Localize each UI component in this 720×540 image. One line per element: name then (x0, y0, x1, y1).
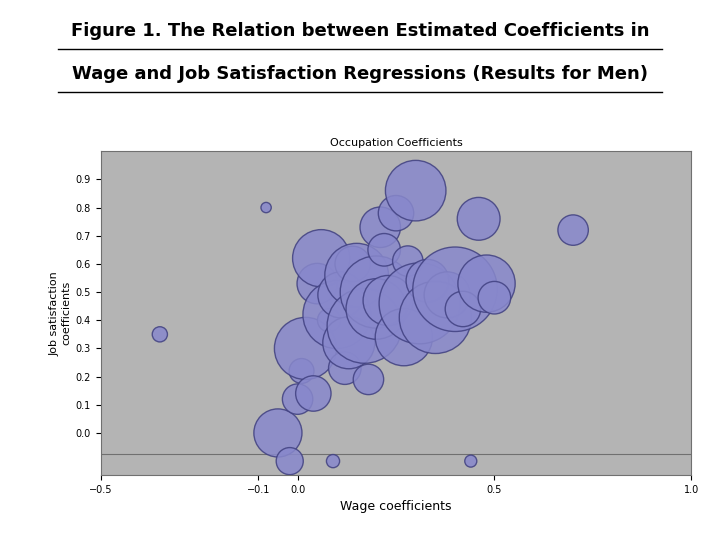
Point (481, 279, 492, 288)
Point (489, 293, 500, 302)
Point (331, 310, 343, 319)
Point (351, 271, 362, 280)
Text: Figure 1. The Relation between Estimated Coefficients in: Figure 1. The Relation between Estimated… (71, 22, 649, 39)
Point (359, 321, 370, 330)
Point (374, 223, 386, 232)
Point (449, 285, 461, 294)
Point (371, 288, 382, 296)
Point (398, 333, 410, 341)
Point (402, 256, 413, 265)
Title: Occupation Coefficients: Occupation Coefficients (330, 138, 462, 147)
Point (343, 339, 354, 347)
Point (300, 344, 311, 353)
Point (335, 291, 346, 299)
Point (312, 279, 323, 288)
Point (371, 305, 382, 313)
Point (272, 429, 284, 437)
X-axis label: Wage coefficients: Wage coefficients (341, 501, 451, 514)
Point (328, 457, 339, 465)
Point (307, 389, 319, 398)
Point (261, 203, 272, 212)
Point (430, 313, 441, 322)
Point (315, 254, 327, 262)
Point (363, 375, 374, 384)
Point (296, 367, 307, 375)
Point (414, 299, 426, 308)
Y-axis label: Job satisfaction
coefficients: Job satisfaction coefficients (50, 271, 71, 355)
Text: Wage and Job Satisfaction Regressions (Results for Men): Wage and Job Satisfaction Regressions (R… (72, 65, 648, 83)
Point (473, 214, 485, 223)
Point (422, 276, 433, 285)
Point (441, 291, 453, 299)
Point (382, 296, 394, 305)
Point (379, 246, 390, 254)
Point (410, 186, 421, 195)
Point (284, 457, 295, 465)
Point (347, 260, 359, 268)
Point (457, 305, 469, 313)
Point (339, 364, 351, 373)
Point (323, 316, 335, 325)
Point (465, 457, 477, 465)
Point (292, 395, 303, 403)
Point (567, 226, 579, 234)
Point (390, 209, 402, 218)
Point (154, 330, 166, 339)
